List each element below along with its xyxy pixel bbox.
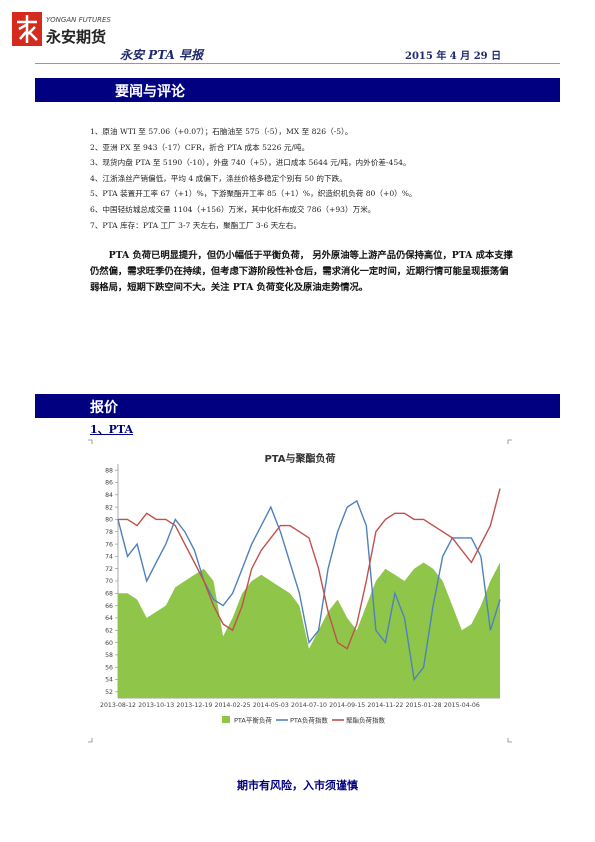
news-item: 1、原油 WTI 至 57.06（+0.07）；石脑油至 575（-5），MX …	[90, 127, 353, 136]
line	[118, 488, 501, 650]
x-tick-label: 2014-05-03	[253, 702, 289, 709]
y-tick-label: 80	[105, 517, 113, 524]
news-item: 6、中国轻纺城总成交量 1104（+156）万米，其中化纤布成交 786（+93…	[90, 205, 376, 214]
logo-cn: 永安期货	[46, 28, 107, 46]
x-tick-label: 2014-07-10	[291, 702, 327, 709]
section-bar: 要闻与评论	[35, 78, 560, 102]
header-rule	[35, 63, 560, 64]
y-tick-label: 60	[105, 640, 113, 647]
logo-icon	[12, 12, 42, 46]
line	[117, 499, 501, 682]
y-tick-label: 58	[105, 652, 113, 659]
news-item: 3、现货内盘 PTA 至 5190（-10），外盘 740（+5），进口成本 5…	[90, 158, 411, 168]
section-title: 报价	[90, 400, 118, 416]
y-tick-label: 62	[105, 627, 113, 634]
subsection-title: 1、PTA	[90, 423, 134, 436]
section-title: 要闻与评论	[115, 84, 185, 100]
legend-swatch	[222, 716, 230, 723]
legend-label: PTA负荷指数	[290, 716, 328, 725]
news-item: 2、亚洲 PX 至 943（-17）CFR，折合 PTA 成本 5226 元/吨…	[90, 142, 310, 152]
y-tick-label: 66	[105, 603, 113, 610]
x-tick-label: 2015-01-28	[406, 702, 442, 709]
y-tick-label: 86	[105, 480, 113, 487]
report-title: 永安 PTA 早报	[120, 48, 203, 62]
y-tick-label: 68	[105, 591, 113, 598]
report-date: 2015 年 4 月 29 日	[405, 51, 502, 62]
y-tick-label: 72	[105, 566, 113, 573]
y-tick-label: 64	[105, 615, 113, 622]
y-tick-label: 74	[105, 554, 113, 561]
area	[118, 562, 500, 698]
legend-label: PTA平衡负荷	[234, 716, 272, 725]
y-tick-label: 88	[105, 467, 113, 474]
y-tick-label: 54	[105, 677, 113, 684]
footer: 期市有风险，入市须谨慎	[237, 779, 358, 792]
x-tick-label: 2014-09-15	[329, 702, 365, 709]
y-tick-label: 82	[105, 504, 113, 511]
news-item: 7、PTA 库存：PTA 工厂 3-7 天左右，聚酯工厂 3-6 天左右。	[90, 220, 301, 230]
legend-label: 聚酯负荷指数	[346, 716, 386, 725]
y-tick-label: 84	[105, 492, 113, 499]
x-tick-label: 2015-04-06	[444, 702, 480, 709]
news-item: 5、PTA 装置开工率 67（+1）%，下游聚酯开工率 85（+1）%，织造织机…	[90, 189, 417, 199]
x-tick-label: 2014-11-22	[367, 702, 403, 709]
logo-en: YONGAN FUTURES	[46, 16, 111, 24]
section-bar: 报价	[35, 394, 560, 418]
y-tick-label: 56	[105, 664, 113, 671]
chart-title: PTA与聚酯负荷	[264, 452, 335, 465]
y-tick-label: 76	[105, 541, 113, 548]
x-tick-label: 2013-10-13	[138, 702, 174, 709]
x-tick-label: 2013-08-12	[100, 702, 136, 709]
y-tick-label: 70	[105, 578, 113, 585]
y-tick-label: 78	[105, 529, 113, 536]
comment: PTA 负荷已明显提升，但仍小幅低于平衡负荷， 另外原油等上游产品仍保持高位，P…	[90, 250, 513, 293]
y-tick-label: 52	[105, 689, 113, 696]
news-item: 4、江浙涤丝产销偏低，平均 4 成偏下，涤丝价格多稳定个别有 50 的下跌。	[90, 173, 347, 183]
x-tick-label: 2013-12-19	[176, 702, 212, 709]
x-tick-label: 2014-02-25	[215, 702, 251, 709]
